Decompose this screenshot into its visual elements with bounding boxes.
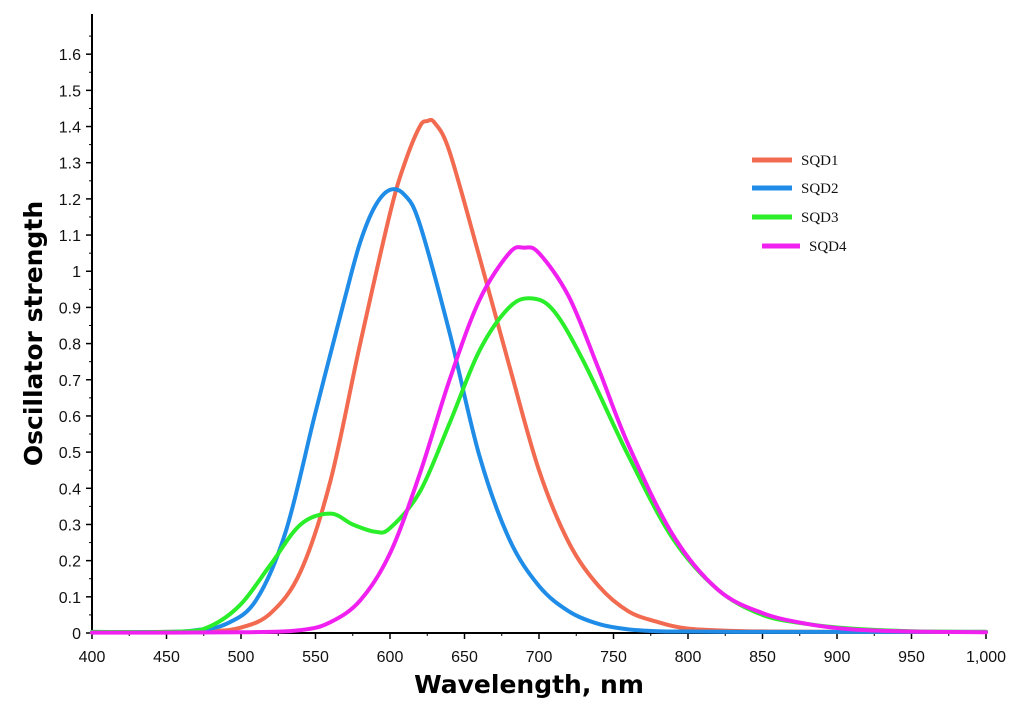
legend-label-sqd2: SQD2 <box>801 181 839 197</box>
x-tick-label: 900 <box>824 649 851 666</box>
series-line-sqd2 <box>90 187 988 635</box>
y-tick-label: 1.5 <box>59 83 81 100</box>
y-tick-label: 0.7 <box>59 373 81 390</box>
x-tick-label: 500 <box>228 649 255 666</box>
y-tick-label: 1.3 <box>59 156 81 173</box>
x-tick-label: 950 <box>898 649 925 666</box>
x-tick-label: 600 <box>377 649 404 666</box>
series-line-sqd4 <box>90 245 988 635</box>
x-tick-label: 800 <box>675 649 702 666</box>
legend-label-sqd1: SQD1 <box>801 153 839 169</box>
y-tick-label: 0.4 <box>59 481 81 498</box>
x-tick-label: 1,000 <box>966 649 1006 666</box>
x-tick-label: 750 <box>600 649 627 666</box>
legend: SQD1 SQD2 SQD3 SQD4 <box>752 153 847 255</box>
y-tick-label: 0 <box>72 626 81 643</box>
x-tick-label: 400 <box>79 649 106 666</box>
y-tick-label: 1.4 <box>59 120 81 137</box>
y-tick-label: 0.2 <box>59 554 81 571</box>
x-tick-label: 650 <box>451 649 478 666</box>
axes: 400 450 500 550 600 650 700 750 800 850 900 950 1,00… <box>59 14 1006 666</box>
y-axis-title: Oscillator strength <box>19 201 48 466</box>
y-tick-label: 0.5 <box>59 445 81 462</box>
y-tick-label: 0.8 <box>59 337 81 354</box>
y-tick-label: 0.6 <box>59 409 81 426</box>
y-tick-label: 0.3 <box>59 517 81 534</box>
legend-label-sqd4: SQD4 <box>809 239 847 255</box>
y-tick-label: 0.1 <box>59 590 81 607</box>
x-tick-label: 450 <box>153 649 180 666</box>
x-tick-label: 550 <box>302 649 329 666</box>
x-axis-title: Wavelength, nm <box>414 670 644 699</box>
x-tick-label: 850 <box>749 649 776 666</box>
y-tick-label: 0.9 <box>59 300 81 317</box>
legend-label-sqd3: SQD3 <box>801 210 839 226</box>
series-layer <box>90 117 988 635</box>
y-tick-label: 1.1 <box>59 228 81 245</box>
series-line-sqd1 <box>90 117 988 635</box>
x-tick-label: 700 <box>526 649 553 666</box>
y-tick-label: 1 <box>72 264 81 281</box>
y-tick-label: 1.2 <box>59 192 81 209</box>
y-tick-label: 1.6 <box>59 47 81 64</box>
